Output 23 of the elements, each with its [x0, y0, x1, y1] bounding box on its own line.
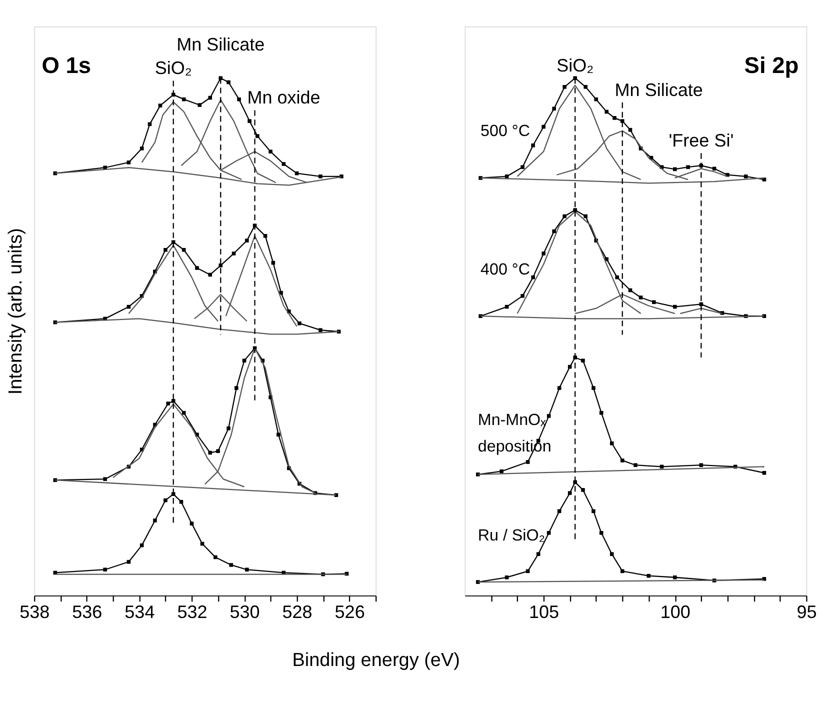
x-tick-label: 526 — [334, 602, 365, 622]
x-tick-label: 530 — [230, 602, 260, 622]
annotation: Mn Silicate — [614, 80, 703, 100]
annotation: Mn oxide — [247, 88, 320, 108]
x-tick-label: 100 — [660, 602, 690, 622]
x-tick-label: 534 — [124, 602, 155, 622]
x-tick-label: 105 — [529, 602, 560, 622]
annotation: SiO₂ — [154, 58, 192, 78]
x-axis-title: Binding energy (eV) — [292, 650, 460, 672]
x-tick-label: 536 — [72, 602, 102, 622]
y-axis-title: Intensity (arb. units) — [5, 228, 26, 395]
x-tick-label: 532 — [177, 602, 208, 622]
annotation: 'Free Si' — [668, 130, 734, 150]
series-label: 500 °C — [480, 122, 530, 140]
text: O 1s — [42, 52, 92, 78]
x-tick-label: 95 — [796, 602, 817, 622]
text: Si 2p — [744, 52, 799, 78]
x-tick-label: 538 — [20, 602, 50, 622]
x-tick-label: 528 — [282, 602, 312, 622]
series-label: Ru / SiO₂ — [478, 526, 546, 544]
annotation: SiO₂ — [556, 55, 594, 76]
series-label: 400 °C — [480, 260, 530, 278]
annotation: Mn Silicate — [176, 34, 265, 55]
